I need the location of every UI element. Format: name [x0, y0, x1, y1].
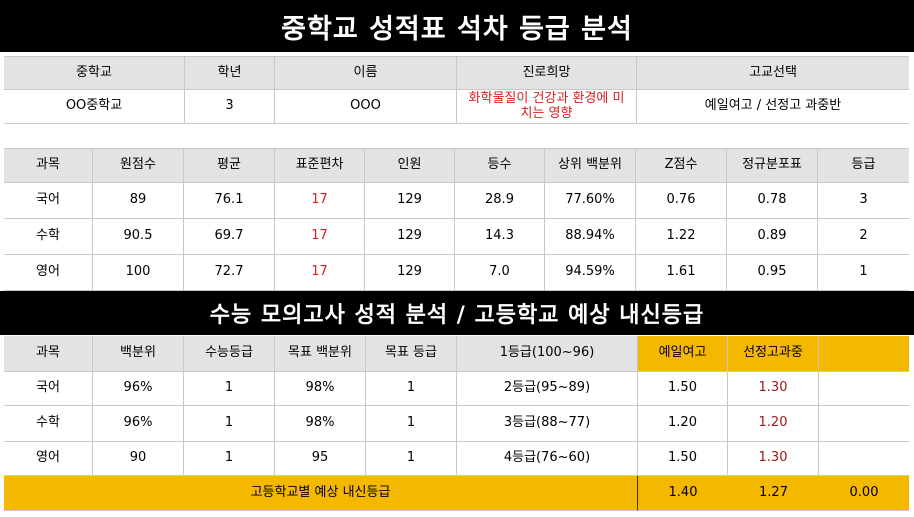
grades-header-z-score: Z점수	[636, 149, 727, 183]
grades-cell-grade: 1	[818, 255, 909, 291]
mock-cell-grade-range: 2등급(95~89)	[457, 372, 638, 406]
mock-header-blank	[819, 336, 909, 372]
mock-cell-grade-range: 4등급(76~60)	[457, 442, 638, 476]
mock-cell-subject: 국어	[4, 372, 93, 406]
grades-header-grade: 등급	[818, 149, 909, 183]
grades-cell-std-dev: 17	[275, 183, 365, 219]
grades-cell-z-score: 0.76	[636, 183, 727, 219]
mock-header-seonjeong-hs: 선정고과중	[728, 336, 819, 372]
grades-cell-grade: 3	[818, 183, 909, 219]
grades-header-headcount: 인원	[365, 149, 455, 183]
grades-cell-raw-score: 89	[93, 183, 184, 219]
mock-footer-blank-avg: 0.00	[819, 476, 909, 511]
mock-cell-blank	[819, 406, 909, 442]
mock-cell-seonjeong-hs: 1.20	[728, 406, 819, 442]
info-header-school: 중학교	[4, 57, 185, 90]
grades-cell-headcount: 129	[365, 255, 455, 291]
grades-cell-average: 69.7	[184, 219, 275, 255]
mock-header-yeil-girls-hs: 예일여고	[638, 336, 728, 372]
mock-cell-seonjeong-hs: 1.30	[728, 442, 819, 476]
grades-cell-grade: 2	[818, 219, 909, 255]
grades-header-std-dev: 표준편차	[275, 149, 365, 183]
mock-cell-seonjeong-hs: 1.30	[728, 372, 819, 406]
mock-header-grade-range: 1등급(100~96)	[457, 336, 638, 372]
grades-cell-raw-score: 100	[93, 255, 184, 291]
grades-header-rank: 등수	[455, 149, 545, 183]
mock-cell-yeil-girls-hs: 1.20	[638, 406, 728, 442]
grades-header-raw-score: 원점수	[93, 149, 184, 183]
info-school-value: OO중학교	[4, 90, 185, 124]
mock-cell-csat-grade: 1	[184, 406, 275, 442]
info-name-value: OOO	[275, 90, 457, 124]
mock-cell-target-grade: 1	[366, 442, 457, 476]
page-title: 중학교 성적표 석차 등급 분석	[0, 0, 914, 52]
mock-cell-grade-range: 3등급(88~77)	[457, 406, 638, 442]
mock-cell-yeil-girls-hs: 1.50	[638, 372, 728, 406]
mock-cell-csat-grade: 1	[184, 442, 275, 476]
grades-header-normal-dist: 정규분포표	[727, 149, 818, 183]
mock-cell-subject: 수학	[4, 406, 93, 442]
mock-cell-yeil-girls-hs: 1.50	[638, 442, 728, 476]
grades-cell-std-dev: 17	[275, 255, 365, 291]
grades-cell-subject: 수학	[4, 219, 93, 255]
grades-cell-percentile: 94.59%	[545, 255, 636, 291]
info-header-career: 진로희망	[457, 57, 637, 90]
grades-cell-headcount: 129	[365, 183, 455, 219]
grades-cell-rank: 7.0	[455, 255, 545, 291]
mock-cell-target-percentile: 95	[275, 442, 366, 476]
info-header-name: 이름	[275, 57, 457, 90]
mock-cell-subject: 영어	[4, 442, 93, 476]
info-career-value: 화학물질이 건강과 환경에 미치는 영향	[457, 90, 637, 124]
mock-header-subject: 과목	[4, 336, 93, 372]
mock-cell-target-percentile: 98%	[275, 406, 366, 442]
grades-cell-percentile: 88.94%	[545, 219, 636, 255]
grades-header-subject: 과목	[4, 149, 93, 183]
section-title-mock-exam: 수능 모의고사 성적 분석 / 고등학교 예상 내신등급	[0, 291, 914, 335]
mock-cell-blank	[819, 372, 909, 406]
grades-cell-rank: 14.3	[455, 219, 545, 255]
mock-cell-csat-grade: 1	[184, 372, 275, 406]
mock-cell-percentile: 90	[93, 442, 184, 476]
grades-cell-headcount: 129	[365, 219, 455, 255]
grades-cell-normal-dist: 0.89	[727, 219, 818, 255]
student-info-table: 중학교 학년 이름 진로희망 고교선택 OO중학교 3 OOO 화학물질이 건강…	[4, 56, 909, 124]
grades-cell-normal-dist: 0.95	[727, 255, 818, 291]
mock-cell-blank	[819, 442, 909, 476]
mock-header-csat-grade: 수능등급	[184, 336, 275, 372]
mock-header-target-percentile: 목표 백분위	[275, 336, 366, 372]
grades-cell-normal-dist: 0.78	[727, 183, 818, 219]
grades-cell-raw-score: 90.5	[93, 219, 184, 255]
mock-footer-seonjeong-avg: 1.27	[728, 476, 819, 511]
grades-cell-percentile: 77.60%	[545, 183, 636, 219]
grades-table: 과목 원점수 평균 표준편차 인원 등수 상위 백분위 Z점수 정규분포표 등급 국어 89 76.1 1…	[4, 148, 909, 291]
grades-cell-std-dev: 17	[275, 219, 365, 255]
mock-cell-percentile: 96%	[93, 406, 184, 442]
mock-cell-percentile: 96%	[93, 372, 184, 406]
grades-cell-rank: 28.9	[455, 183, 545, 219]
mock-cell-target-grade: 1	[366, 406, 457, 442]
mock-cell-target-percentile: 98%	[275, 372, 366, 406]
mock-footer-label: 고등학교별 예상 내신등급	[4, 476, 638, 511]
mock-cell-target-grade: 1	[366, 372, 457, 406]
grades-header-average: 평균	[184, 149, 275, 183]
grades-cell-subject: 국어	[4, 183, 93, 219]
mock-footer-yeil-avg: 1.40	[638, 476, 728, 511]
grades-header-percentile: 상위 백분위	[545, 149, 636, 183]
info-grade-value: 3	[185, 90, 275, 124]
grades-cell-subject: 영어	[4, 255, 93, 291]
mock-header-target-grade: 목표 등급	[366, 336, 457, 372]
grades-cell-z-score: 1.61	[636, 255, 727, 291]
grades-cell-average: 76.1	[184, 183, 275, 219]
mock-exam-table: 과목 백분위 수능등급 목표 백분위 목표 등급 1등급(100~96) 예일여고 선정고과중…	[4, 336, 909, 511]
mock-header-percentile: 백분위	[93, 336, 184, 372]
info-header-grade: 학년	[185, 57, 275, 90]
grades-cell-z-score: 1.22	[636, 219, 727, 255]
info-highschool-value: 예일여고 / 선정고 과중반	[637, 90, 909, 124]
info-header-highschool: 고교선택	[637, 57, 909, 90]
grades-cell-average: 72.7	[184, 255, 275, 291]
